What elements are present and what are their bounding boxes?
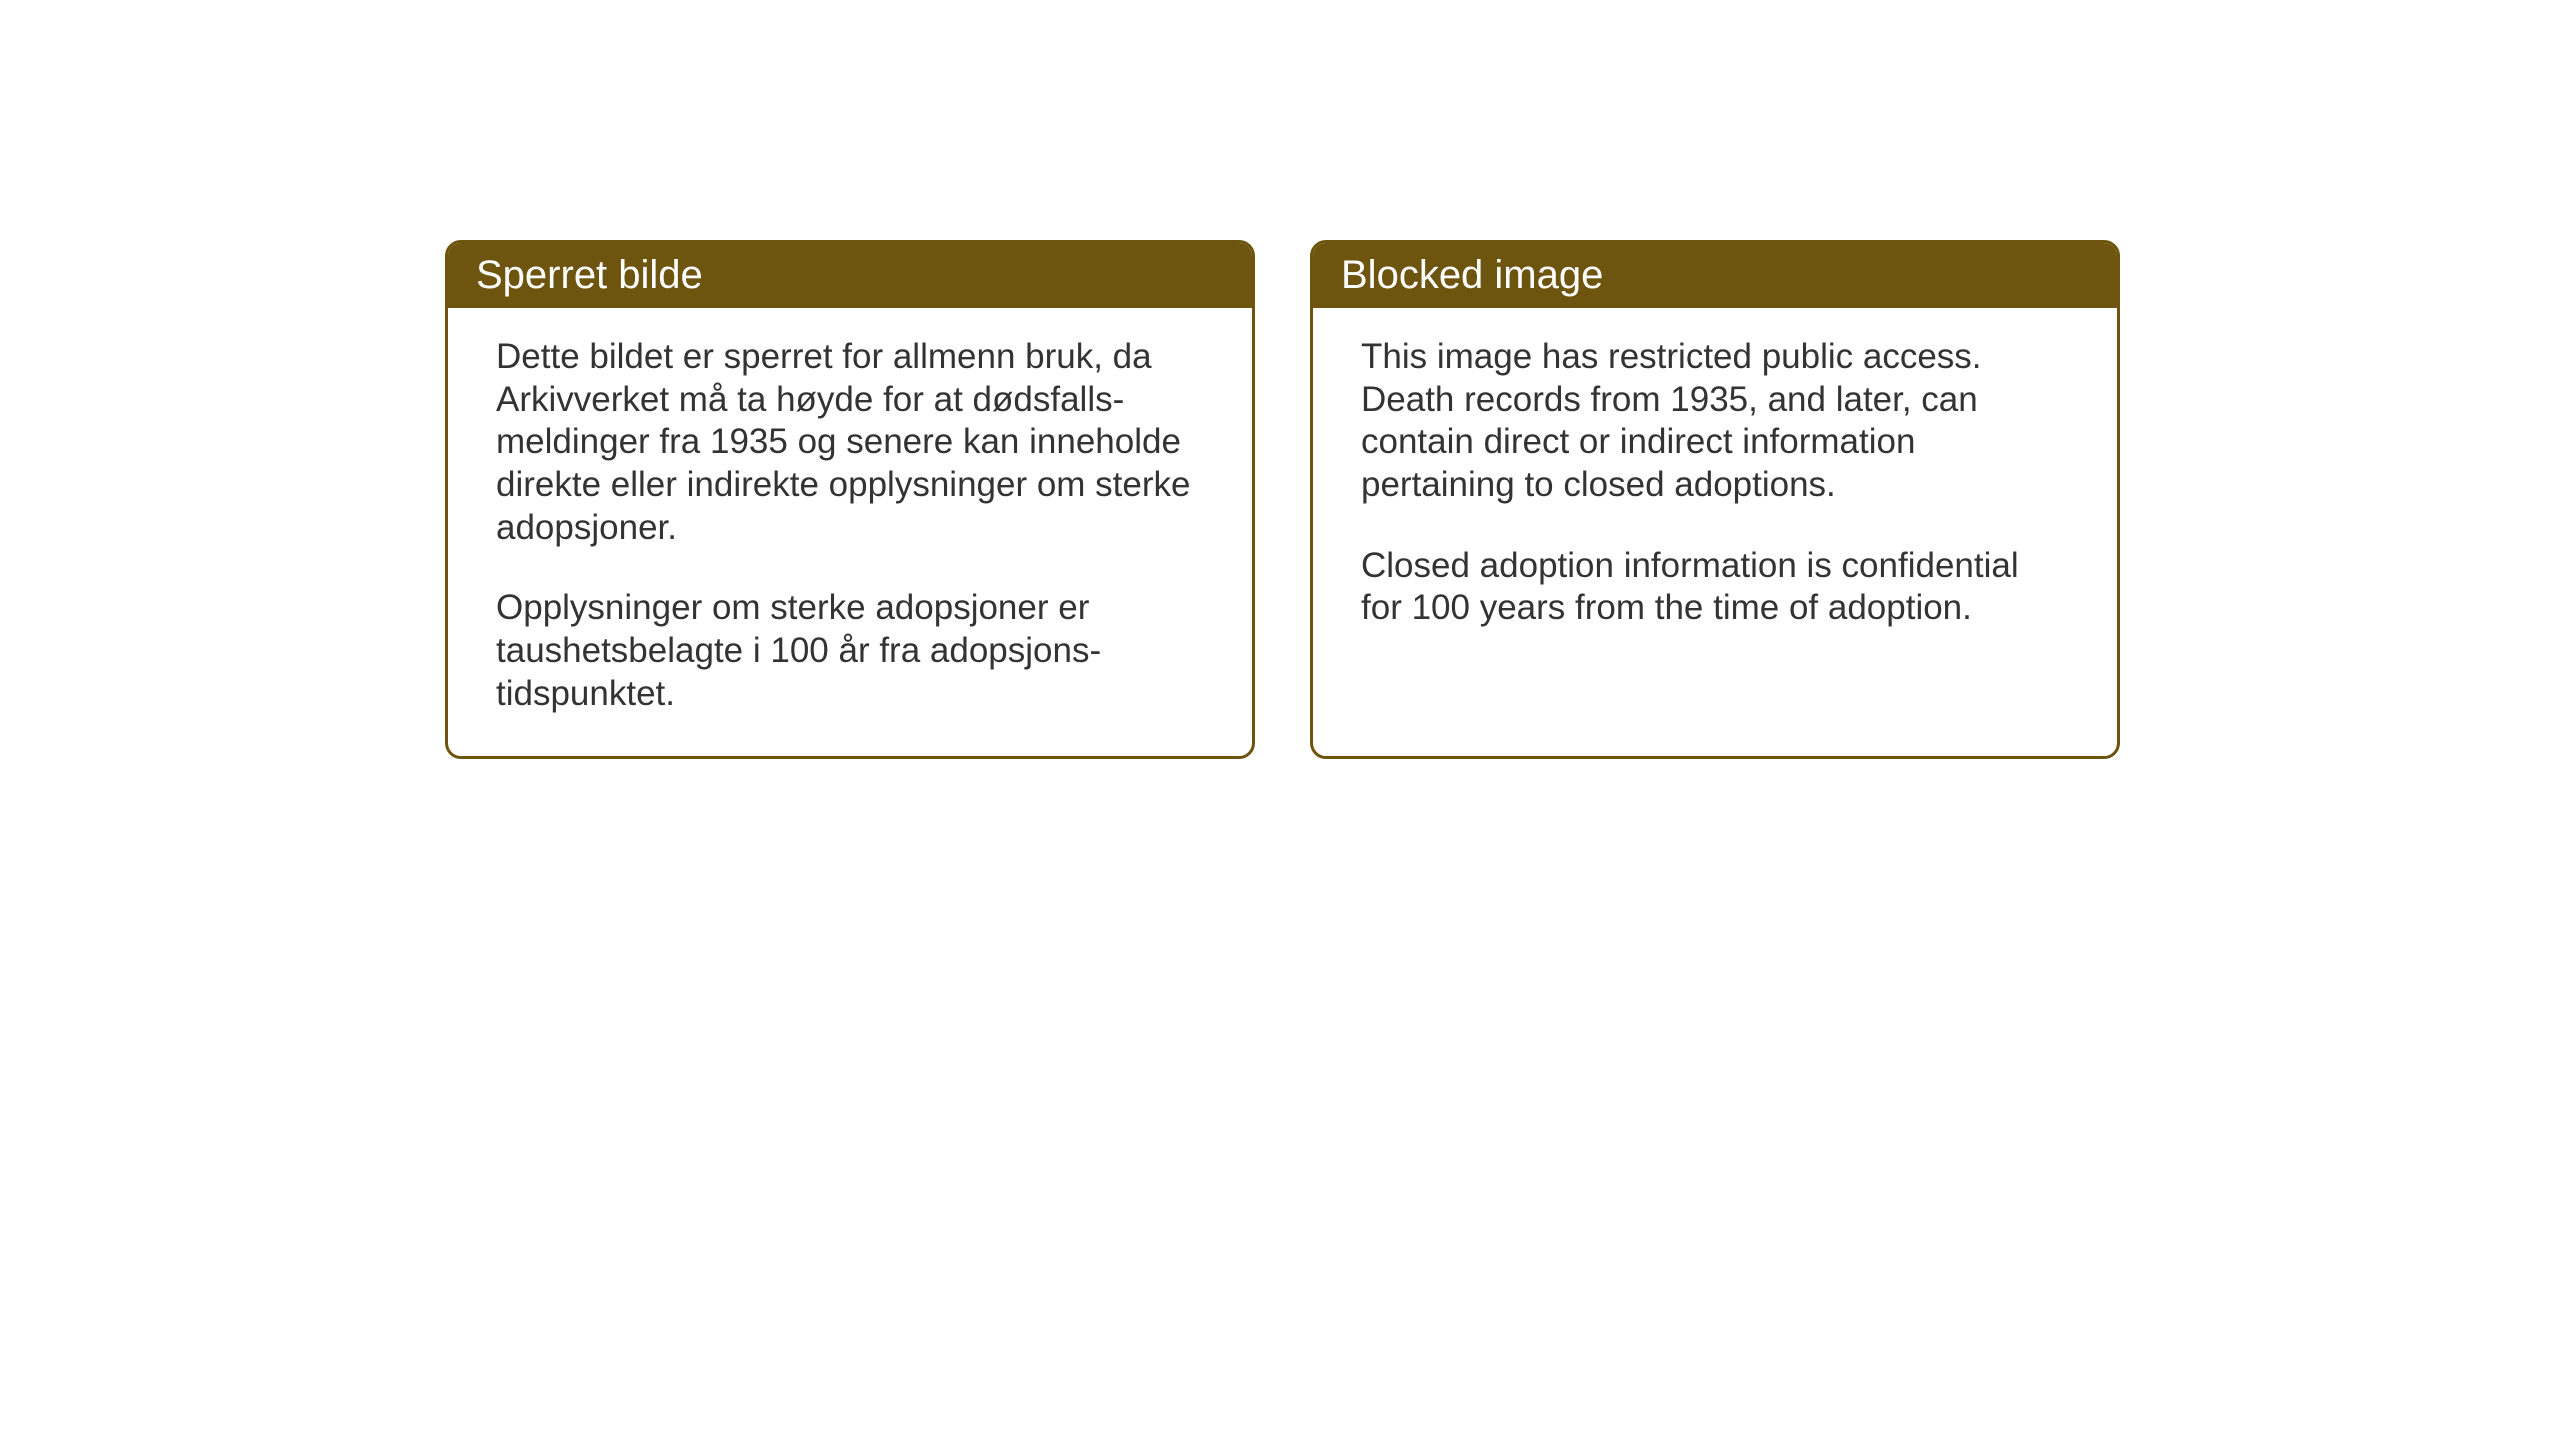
card-body-norwegian: Dette bildet er sperret for allmenn bruk… bbox=[448, 308, 1252, 756]
card-paragraph-2: Opplysninger om sterke adopsjoner er tau… bbox=[496, 587, 1204, 715]
card-title: Blocked image bbox=[1341, 253, 1603, 297]
card-norwegian: Sperret bilde Dette bildet er sperret fo… bbox=[445, 240, 1255, 759]
card-body-english: This image has restricted public access.… bbox=[1313, 308, 2117, 670]
card-paragraph-1: This image has restricted public access.… bbox=[1361, 336, 2069, 507]
card-header-norwegian: Sperret bilde bbox=[448, 243, 1252, 308]
card-paragraph-1: Dette bildet er sperret for allmenn bruk… bbox=[496, 336, 1204, 549]
card-title: Sperret bilde bbox=[476, 253, 703, 297]
cards-container: Sperret bilde Dette bildet er sperret fo… bbox=[445, 240, 2120, 759]
card-paragraph-2: Closed adoption information is confident… bbox=[1361, 545, 2069, 630]
card-english: Blocked image This image has restricted … bbox=[1310, 240, 2120, 759]
card-header-english: Blocked image bbox=[1313, 243, 2117, 308]
